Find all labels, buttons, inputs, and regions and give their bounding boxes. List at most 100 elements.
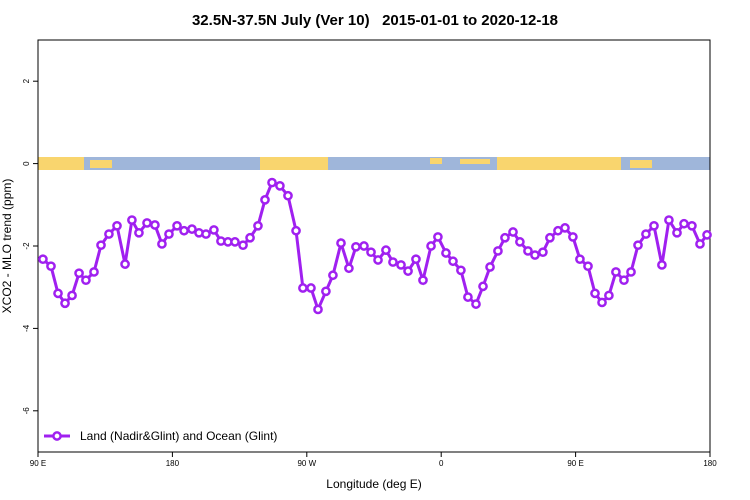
data-point	[604, 290, 614, 301]
data-point	[359, 241, 369, 251]
y-tick-label: -6	[22, 407, 31, 415]
data-point	[396, 260, 406, 270]
x-tick-label: 0	[439, 459, 444, 468]
data-point	[441, 248, 451, 258]
land-strip	[90, 160, 112, 168]
y-tick-label: 0	[22, 161, 31, 166]
data-point	[590, 288, 600, 299]
data-point	[403, 266, 413, 276]
data-point	[46, 261, 56, 272]
data-point	[104, 229, 114, 239]
data-point	[157, 239, 167, 249]
data-point	[679, 218, 689, 229]
data-point	[568, 232, 578, 242]
data-point	[485, 262, 495, 272]
data-point	[53, 288, 63, 299]
data-point	[336, 238, 346, 248]
data-point	[471, 299, 481, 309]
data-point	[283, 190, 293, 201]
data-point	[418, 275, 428, 286]
legend-label: Land (Nadir&Glint) and Ocean (Glint)	[80, 429, 277, 443]
data-point	[641, 229, 651, 239]
chart-title: 32.5N-37.5N July (Ver 10) 2015-01-01 to …	[192, 12, 558, 29]
data-point	[187, 224, 197, 234]
data-point	[260, 195, 270, 205]
data-point	[672, 227, 682, 238]
data-point	[619, 275, 629, 286]
data-point	[313, 304, 323, 315]
land-ocean-strip	[38, 157, 710, 170]
data-point	[38, 254, 48, 265]
data-point	[344, 263, 354, 274]
data-point	[433, 232, 443, 242]
data-point	[448, 256, 458, 267]
data-point	[633, 240, 643, 251]
x-tick-label: 90 E	[567, 459, 583, 468]
data-point	[201, 229, 211, 239]
data-point	[545, 232, 555, 243]
data-point	[538, 247, 548, 258]
data-point	[120, 259, 130, 269]
data-point	[172, 220, 182, 231]
x-axis-label: Longitude (deg E)	[326, 477, 421, 491]
data-point	[702, 230, 712, 240]
data-point	[253, 220, 263, 231]
data-point	[67, 290, 77, 301]
data-point	[164, 229, 174, 239]
y-tick-label: 2	[22, 78, 31, 83]
data-point	[134, 227, 144, 238]
data-point	[328, 270, 338, 281]
data-point	[298, 283, 308, 293]
x-tick-label: 90 W	[297, 459, 316, 468]
data-point	[426, 241, 436, 251]
data-point	[96, 240, 106, 251]
data-point	[142, 218, 152, 228]
data-point	[695, 239, 705, 249]
data-point	[150, 220, 160, 230]
data-point	[74, 268, 84, 279]
data-point	[388, 257, 398, 267]
data-point	[493, 246, 503, 256]
land-strip	[630, 160, 652, 168]
data-point	[478, 281, 488, 292]
data-point	[112, 220, 122, 231]
data-point	[411, 254, 421, 265]
data-point	[321, 286, 331, 297]
data-point	[275, 180, 285, 191]
data-point	[456, 265, 466, 276]
data-point	[657, 260, 667, 270]
data-point	[89, 267, 99, 277]
data-point	[463, 292, 473, 302]
x-tick-label: 180	[703, 459, 717, 468]
data-point	[583, 261, 593, 272]
y-tick-label: -2	[22, 242, 31, 250]
data-point	[238, 240, 248, 251]
land-strip	[460, 159, 490, 164]
data-point	[230, 237, 240, 247]
data-point	[664, 215, 674, 225]
plot-frame	[37, 39, 711, 453]
land-strip	[38, 157, 84, 170]
data-point	[366, 247, 376, 258]
data-point	[508, 227, 518, 237]
data-point	[306, 283, 316, 293]
data-point	[515, 237, 525, 247]
data-point	[500, 232, 510, 243]
data-point	[530, 250, 540, 260]
land-strip	[260, 157, 328, 170]
data-point	[687, 220, 697, 231]
land-strip	[430, 158, 442, 164]
data-point	[127, 215, 137, 225]
data-point	[597, 297, 607, 308]
x-tick-label: 180	[166, 459, 180, 468]
land-strip	[497, 157, 621, 170]
data-point	[179, 225, 189, 236]
data-point	[267, 177, 277, 188]
data-point	[381, 245, 391, 255]
data-point	[373, 255, 383, 265]
data-point	[245, 232, 255, 243]
data-point	[649, 220, 659, 231]
legend-marker	[52, 431, 62, 441]
